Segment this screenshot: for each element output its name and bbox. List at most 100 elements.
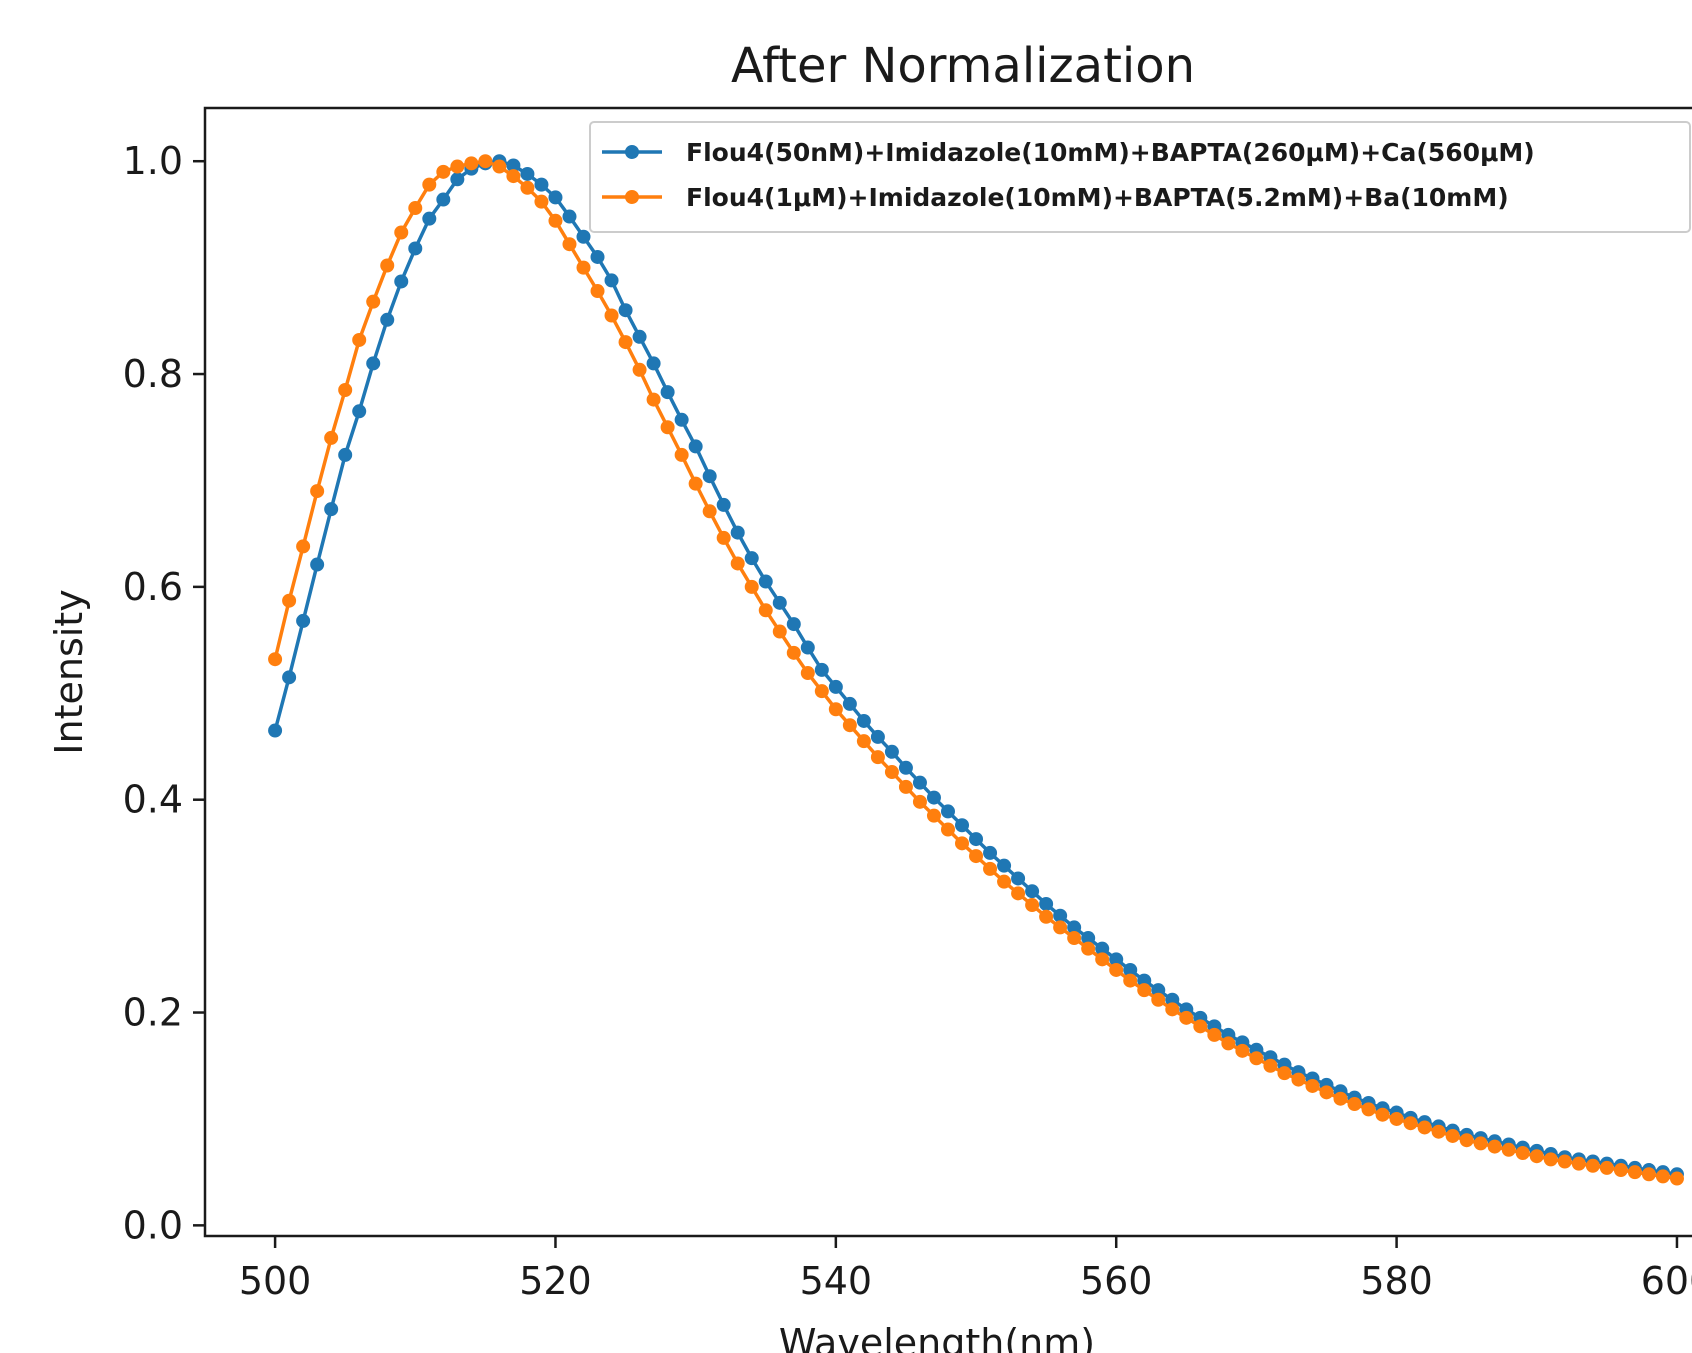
- data-point: [576, 260, 591, 275]
- data-point: [1557, 1154, 1572, 1169]
- series-2: [268, 154, 1684, 1186]
- x-axis-label: Wavelength(nm): [779, 1321, 1095, 1353]
- data-point: [604, 273, 619, 288]
- data-point: [338, 383, 353, 397]
- data-point: [1445, 1128, 1460, 1143]
- data-point: [282, 593, 297, 608]
- data-point: [1179, 1010, 1194, 1025]
- data-point: [436, 164, 451, 179]
- data-point: [744, 579, 759, 594]
- data-point: [1025, 898, 1040, 913]
- legend-label: Flou4(1μM)+Imidazole(10mM)+BAPTA(5.2mM)+…: [686, 183, 1509, 212]
- data-point: [1501, 1142, 1516, 1157]
- data-point: [1641, 1167, 1656, 1182]
- data-point: [296, 613, 311, 628]
- data-point: [1599, 1160, 1614, 1175]
- data-point: [856, 734, 871, 749]
- data-point: [1543, 1152, 1558, 1167]
- data-point: [450, 172, 465, 187]
- data-point: [688, 439, 703, 454]
- data-point: [898, 779, 913, 794]
- data-point: [1053, 908, 1068, 923]
- data-point: [800, 640, 815, 655]
- data-point: [562, 237, 577, 252]
- legend-marker: [625, 190, 639, 204]
- data-point: [1067, 920, 1082, 935]
- data-point: [1585, 1158, 1600, 1173]
- data-point: [955, 836, 970, 851]
- data-point: [1417, 1120, 1432, 1135]
- data-point: [1109, 962, 1124, 977]
- data-point: [1025, 884, 1040, 899]
- chart-title: After Normalization: [731, 38, 1195, 94]
- data-point: [1109, 952, 1124, 967]
- legend: Flou4(50nM)+Imidazole(10mM)+BAPTA(260μM)…: [589, 121, 1691, 233]
- data-point: [842, 718, 857, 733]
- data-point: [1151, 983, 1166, 998]
- data-point: [310, 484, 325, 499]
- data-point: [772, 624, 787, 639]
- data-point: [1655, 1169, 1670, 1184]
- data-point: [828, 702, 843, 717]
- data-point: [856, 713, 871, 728]
- data-point: [1613, 1163, 1628, 1178]
- data-point: [1221, 1036, 1236, 1051]
- data-point: [1235, 1043, 1250, 1058]
- data-point: [1249, 1051, 1264, 1066]
- data-point: [758, 603, 773, 618]
- data-point: [632, 362, 647, 377]
- data-point: [997, 874, 1012, 889]
- legend-item-2: Flou4(1μM)+Imidazole(10mM)+BAPTA(5.2mM)+…: [602, 183, 1509, 212]
- data-point: [1529, 1149, 1544, 1164]
- data-point: [702, 504, 717, 519]
- data-point: [450, 159, 465, 174]
- data-point: [786, 645, 801, 660]
- data-point: [1095, 941, 1110, 956]
- data-point: [716, 530, 731, 545]
- data-point: [730, 556, 745, 571]
- x-tick-label: 540: [800, 1259, 873, 1303]
- data-point: [338, 447, 353, 462]
- data-point: [1123, 962, 1138, 977]
- y-tick-label: 0.4: [123, 778, 183, 822]
- data-point: [1431, 1124, 1446, 1139]
- data-point: [1081, 941, 1096, 956]
- data-point: [828, 679, 843, 694]
- data-point: [380, 258, 395, 273]
- y-axis-ticks: 0.0 0.2 0.4 0.6 0.8 1.0: [123, 139, 205, 1247]
- legend-box: [589, 121, 1691, 233]
- data-point: [1151, 992, 1166, 1007]
- data-point: [436, 192, 451, 207]
- data-point: [1137, 973, 1152, 988]
- data-point: [478, 154, 493, 169]
- y-tick-label: 0.2: [123, 991, 183, 1035]
- data-point: [688, 476, 703, 491]
- data-point: [548, 213, 563, 228]
- data-point: [646, 392, 661, 407]
- data-point: [1347, 1097, 1362, 1112]
- data-point: [940, 822, 955, 837]
- data-point: [1039, 896, 1054, 911]
- data-point: [1207, 1027, 1222, 1042]
- data-point: [660, 385, 675, 400]
- legend-label: Flou4(50nM)+Imidazole(10mM)+BAPTA(260μM)…: [686, 138, 1535, 167]
- data-point: [926, 790, 941, 805]
- data-point: [1123, 973, 1138, 988]
- data-point: [310, 557, 325, 572]
- data-point: [1375, 1107, 1390, 1122]
- data-point: [1067, 931, 1082, 946]
- data-point: [506, 169, 521, 184]
- data-point: [1081, 931, 1096, 946]
- data-point: [1515, 1146, 1530, 1160]
- data-point: [1473, 1136, 1488, 1151]
- data-point: [702, 469, 717, 484]
- data-point: [534, 177, 549, 192]
- data-point: [408, 201, 423, 216]
- data-point: [744, 551, 759, 566]
- data-point: [352, 332, 367, 347]
- data-point: [772, 595, 787, 610]
- data-point: [422, 177, 437, 192]
- data-point: [1039, 909, 1054, 924]
- data-point: [380, 312, 395, 327]
